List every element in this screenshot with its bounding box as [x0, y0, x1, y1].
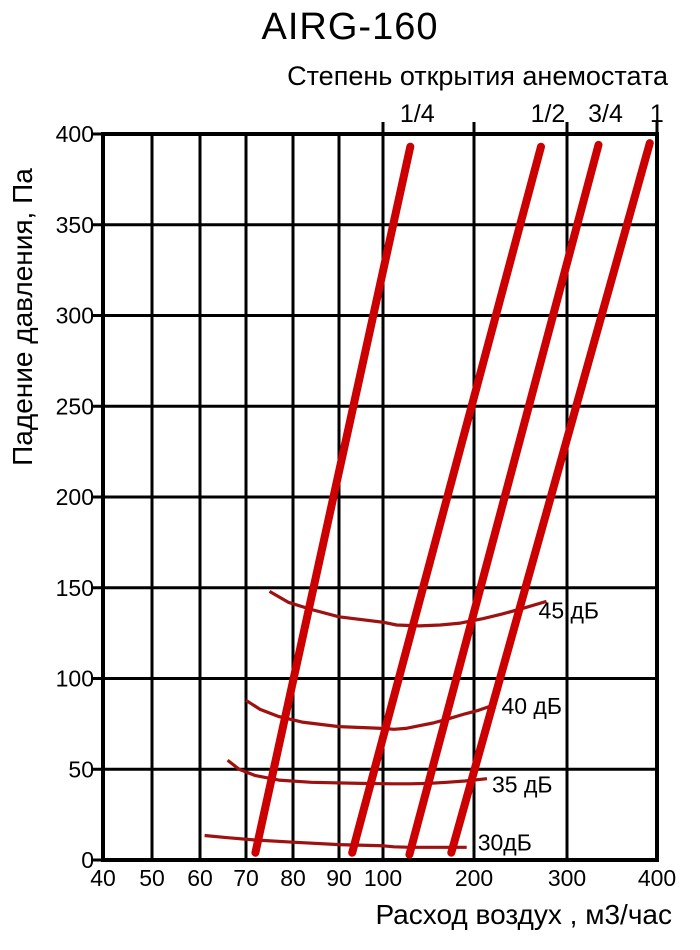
- noise-curve-label: 30дБ: [478, 829, 532, 855]
- x-tick-label: 90: [326, 865, 352, 891]
- noise-curve-label: 35 дБ: [492, 772, 553, 798]
- x-tick-label: 300: [548, 865, 586, 891]
- y-tick-label: 350: [56, 212, 94, 238]
- opening-line-4: [447, 139, 654, 857]
- x-tick-label: 200: [455, 865, 493, 891]
- y-tick-label: 150: [56, 575, 94, 601]
- x-tick-label: 100: [364, 865, 402, 891]
- y-tick-label: 50: [68, 756, 94, 782]
- opening-line-1: [251, 142, 415, 857]
- opening-line-2: [348, 142, 545, 857]
- y-tick-label: 100: [56, 666, 94, 692]
- x-tick-label: 70: [233, 865, 259, 891]
- y-tick-label: 300: [56, 303, 94, 329]
- x-tick-label: 80: [280, 865, 306, 891]
- x-tick-label: 400: [638, 865, 676, 891]
- noise-curve-label: 45 дБ: [539, 597, 600, 623]
- opening-line-label: 1/4: [400, 100, 435, 128]
- opening-line-label: 1/2: [531, 100, 566, 128]
- y-tick-label: 0: [81, 847, 94, 873]
- y-tick-label: 250: [56, 393, 94, 419]
- noise-curve-label: 40 дБ: [501, 693, 561, 719]
- y-tick-label: 200: [56, 484, 94, 510]
- noise-curve-3: [226, 758, 488, 786]
- x-tick-label: 50: [139, 865, 165, 891]
- x-tick-label: 40: [90, 865, 116, 891]
- opening-line-label: 3/4: [588, 100, 623, 128]
- opening-line-3: [405, 140, 603, 859]
- opening-line-label: 1: [650, 100, 664, 128]
- x-tick-label: 60: [187, 865, 213, 891]
- noise-curve-4: [204, 833, 467, 849]
- page-title: AIRG-160: [261, 6, 439, 48]
- x-axis-title: Расход воздух , м3/час: [375, 899, 672, 930]
- y-tick-label: 400: [56, 121, 94, 147]
- opening-degree-subtitle: Степень открытия анемостата: [287, 61, 668, 91]
- plot-border: [101, 132, 659, 862]
